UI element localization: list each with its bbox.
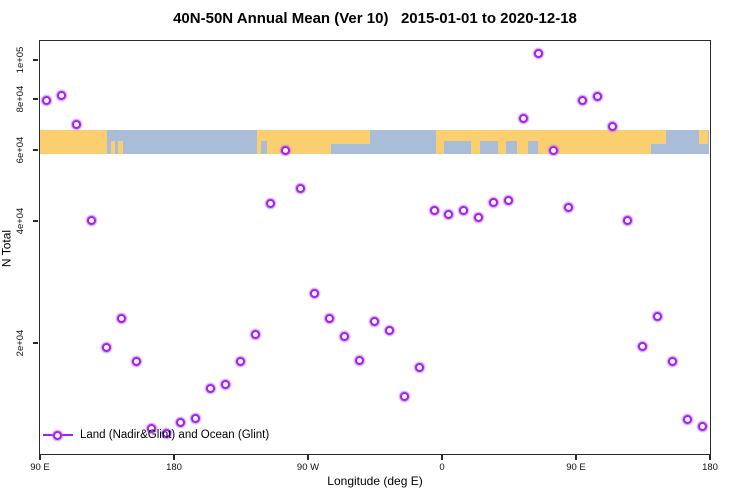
plot-area: Land (Nadir&Glint) and Ocean (Glint) bbox=[39, 40, 711, 455]
data-point bbox=[533, 48, 543, 58]
map-band bbox=[40, 130, 709, 155]
legend-marker-icon bbox=[43, 430, 73, 440]
data-point bbox=[578, 96, 588, 106]
data-point bbox=[176, 417, 186, 427]
y-tick bbox=[33, 220, 38, 222]
data-point bbox=[295, 184, 305, 194]
y-tick-label: 4e+04 bbox=[14, 207, 26, 235]
data-point bbox=[682, 415, 692, 425]
data-point bbox=[355, 355, 365, 365]
sea-black-sea bbox=[505, 141, 518, 155]
data-point bbox=[116, 313, 126, 323]
data-point bbox=[236, 356, 245, 366]
x-tick bbox=[709, 455, 711, 460]
data-point bbox=[474, 213, 484, 223]
y-tick bbox=[33, 59, 38, 61]
x-axis-title: Longitude (deg E) bbox=[327, 474, 423, 488]
data-point bbox=[42, 96, 52, 106]
data-point bbox=[191, 413, 201, 423]
legend-label: Land (Nadir&Glint) and Ocean (Glint) bbox=[80, 429, 270, 441]
y-axis-title: N Total bbox=[0, 229, 13, 268]
x-tick-label: 0 bbox=[439, 462, 445, 473]
data-point bbox=[310, 289, 320, 299]
land-eastern-canada bbox=[331, 130, 371, 144]
y-tick-label: 6e+04 bbox=[14, 136, 26, 164]
x-tick bbox=[575, 455, 577, 460]
y-tick bbox=[33, 342, 38, 344]
sea-puget-notch bbox=[261, 141, 268, 155]
x-tick-label: 90 E bbox=[566, 462, 586, 473]
data-point bbox=[548, 146, 558, 156]
x-tick bbox=[307, 455, 309, 460]
data-point bbox=[280, 146, 290, 156]
data-point bbox=[608, 121, 618, 131]
x-tick bbox=[441, 455, 443, 460]
land-asia-east-of-90e bbox=[40, 130, 107, 155]
data-point bbox=[399, 392, 409, 402]
data-point bbox=[638, 341, 647, 351]
sea-caspian-sea bbox=[527, 141, 539, 155]
y-tick-label: 1e+05 bbox=[14, 46, 26, 74]
x-tick-label: 180 bbox=[166, 462, 182, 473]
x-tick-label: 180 bbox=[702, 462, 718, 473]
x-tick-label: 90 E bbox=[30, 462, 50, 473]
data-point bbox=[623, 216, 633, 226]
data-point bbox=[340, 332, 350, 342]
land-japan-islands-2 bbox=[118, 141, 123, 155]
data-point bbox=[87, 216, 97, 226]
data-point bbox=[593, 92, 603, 102]
data-point bbox=[102, 342, 111, 352]
data-point bbox=[459, 205, 469, 215]
data-point bbox=[414, 362, 424, 372]
legend-point-icon bbox=[53, 430, 62, 440]
data-point bbox=[429, 205, 439, 215]
data-point bbox=[72, 120, 82, 130]
land-japan-islands-1 bbox=[110, 141, 116, 155]
data-point bbox=[489, 198, 499, 208]
data-point bbox=[444, 210, 454, 220]
data-point bbox=[667, 356, 677, 366]
chart-title: 40N-50N Annual Mean (Ver 10) 2015-01-01 … bbox=[173, 10, 577, 27]
data-point bbox=[146, 423, 156, 433]
data-point bbox=[265, 199, 275, 209]
data-point bbox=[697, 422, 707, 432]
data-point bbox=[250, 329, 260, 339]
y-tick bbox=[33, 98, 38, 100]
data-point bbox=[563, 203, 573, 213]
y-tick bbox=[33, 149, 38, 151]
data-point bbox=[131, 356, 141, 366]
x-tick-label: 90 W bbox=[296, 462, 320, 473]
data-point bbox=[325, 313, 335, 323]
data-point bbox=[57, 90, 67, 100]
land-sakhalin-hokkaido bbox=[651, 130, 667, 144]
y-tick-label: 2e+04 bbox=[14, 329, 26, 357]
sea-mediterranean bbox=[480, 141, 499, 155]
sea-biscay-west-med bbox=[444, 141, 472, 155]
legend: Land (Nadir&Glint) and Ocean (Glint) bbox=[43, 429, 269, 441]
data-point bbox=[221, 379, 231, 389]
x-tick bbox=[39, 455, 41, 460]
data-point bbox=[370, 317, 379, 327]
x-tick bbox=[173, 455, 175, 460]
land-kamchatka bbox=[699, 130, 708, 144]
data-point bbox=[161, 429, 171, 439]
data-point bbox=[518, 114, 528, 123]
land-north-america bbox=[256, 130, 332, 155]
data-point bbox=[206, 384, 216, 394]
data-point bbox=[384, 326, 394, 336]
data-point bbox=[652, 311, 662, 321]
y-tick-label: 8e+04 bbox=[14, 85, 26, 113]
data-point bbox=[504, 195, 513, 205]
